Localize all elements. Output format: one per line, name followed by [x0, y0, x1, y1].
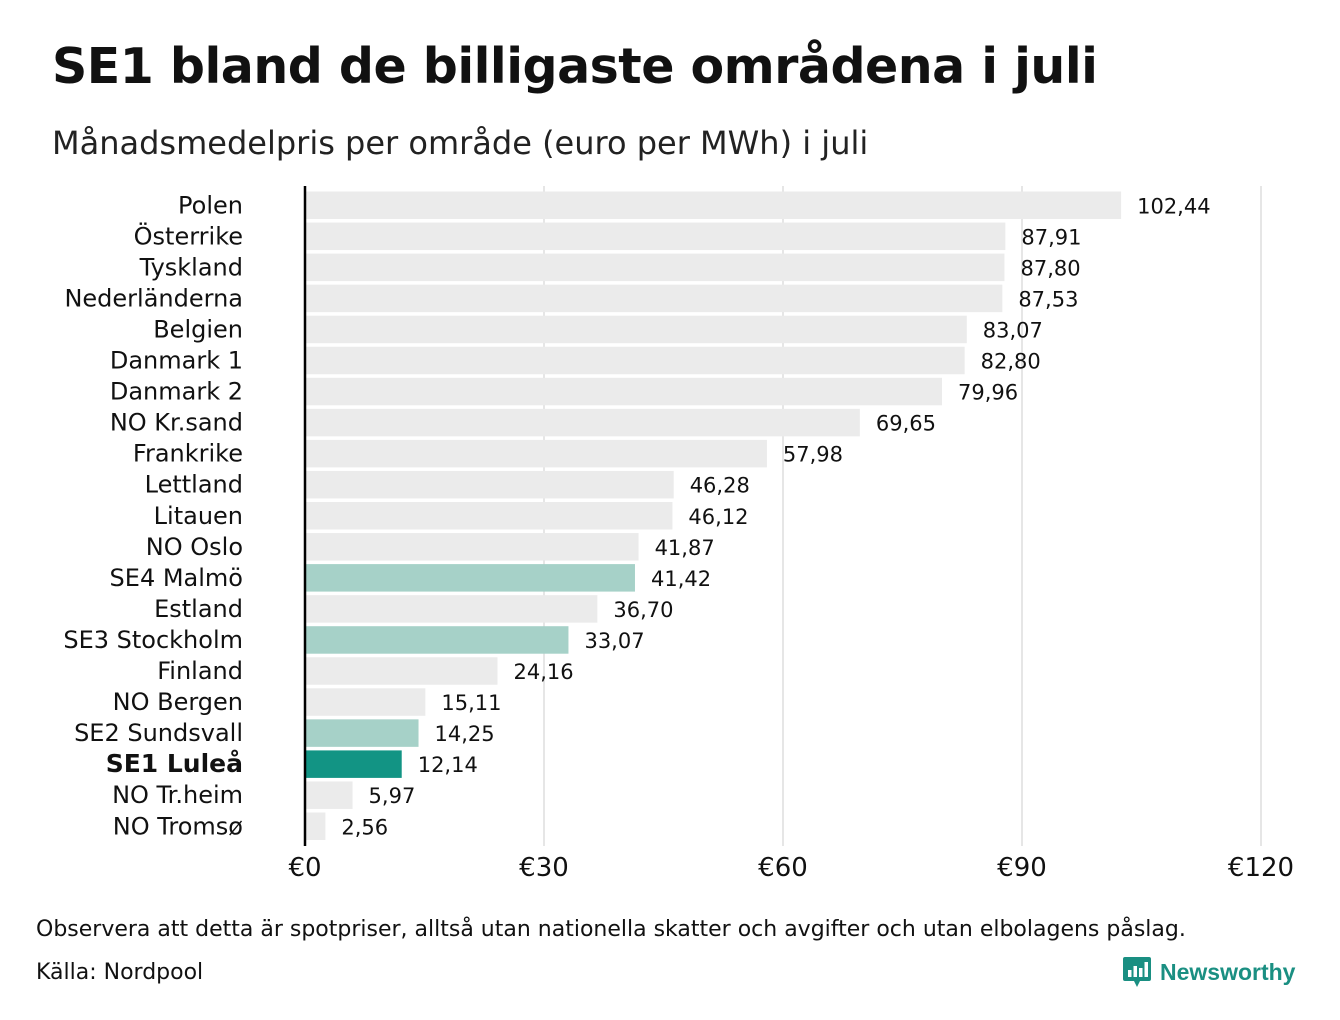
category-label: SE1 Luleå	[106, 749, 243, 778]
category-label: Litauen	[154, 502, 243, 530]
footnote: Observera att detta är spotpriser, allts…	[36, 917, 1186, 942]
value-label: 12,14	[418, 753, 478, 777]
bar-chart: 102,44 87,91 87,80 87,53 83,07 82,80 79,96 69,6…	[63, 186, 1294, 883]
value-label: 87,53	[1018, 287, 1078, 311]
value-label: 41,42	[651, 567, 711, 591]
x-tick-label: €90	[997, 853, 1047, 883]
bar	[306, 377, 943, 406]
value-label: 2,56	[341, 815, 388, 839]
value-label: 5,97	[369, 784, 416, 808]
brand-logo: Newsworthy	[1122, 955, 1295, 989]
category-label: Danmark 2	[110, 378, 243, 406]
value-label: 57,98	[783, 443, 843, 467]
value-label: 46,12	[688, 505, 748, 529]
bar	[306, 408, 860, 437]
bar	[306, 657, 498, 685]
category-label: NO Kr.sand	[110, 409, 243, 437]
category-label: Österrike	[134, 221, 243, 250]
source-credit: Källa: Nordpool	[36, 960, 204, 985]
category-label: Danmark 1	[110, 347, 243, 375]
bar	[306, 626, 569, 654]
x-tick-label: €30	[519, 853, 569, 883]
x-tick-label: €120	[1228, 853, 1294, 883]
x-axis-ticks: €0 €30 €60 €90 €120	[288, 853, 1294, 883]
category-label: NO Tr.heim	[112, 781, 243, 809]
value-label: 15,11	[441, 691, 501, 715]
chart-subtitle: Månadsmedelpris per område (euro per MWh…	[52, 124, 869, 162]
bar	[306, 502, 673, 530]
category-label: Belgien	[153, 315, 243, 343]
bar	[306, 346, 965, 375]
bar	[306, 688, 426, 716]
bar	[306, 564, 635, 592]
bar	[306, 315, 967, 344]
bar	[306, 253, 1005, 282]
category-label: SE2 Sundsvall	[74, 719, 243, 747]
value-label: 87,91	[1021, 225, 1081, 249]
category-label: SE3 Stockholm	[63, 626, 243, 654]
bar	[306, 439, 767, 468]
chart-title: SE1 bland de billigaste områdena i juli	[52, 38, 1098, 95]
bar	[306, 191, 1122, 219]
bar	[306, 284, 1003, 313]
bars	[306, 191, 1122, 840]
bar	[306, 781, 353, 809]
category-label: Finland	[157, 657, 243, 685]
value-label: 36,70	[613, 598, 673, 622]
category-label: Tyskland	[139, 253, 243, 281]
bar	[306, 595, 598, 623]
value-label: 83,07	[983, 318, 1043, 342]
category-label: NO Bergen	[113, 688, 243, 716]
value-label: 46,28	[690, 474, 750, 498]
value-label: 79,96	[958, 381, 1018, 405]
value-label: 82,80	[981, 350, 1041, 374]
value-label: 102,44	[1137, 194, 1210, 218]
bar	[306, 750, 402, 778]
brand-name: Newsworthy	[1160, 958, 1296, 985]
category-label: Lettland	[145, 471, 243, 499]
category-label: SE4 Malmö	[110, 564, 243, 592]
bar	[306, 222, 1006, 251]
value-label: 69,65	[876, 412, 936, 436]
x-tick-label: €60	[758, 853, 808, 883]
bar	[306, 719, 419, 747]
value-label: 41,87	[655, 536, 715, 560]
value-label: 87,80	[1020, 256, 1080, 280]
category-label: NO Tromsø	[113, 812, 243, 840]
category-label: Nederländerna	[64, 284, 243, 312]
category-label: Estland	[154, 595, 243, 623]
newsworthy-logo-icon	[1123, 957, 1151, 987]
category-label: Polen	[178, 191, 243, 219]
category-label: NO Oslo	[146, 533, 243, 561]
value-labels: 102,44 87,91 87,80 87,53 83,07 82,80 79,96 69,6…	[341, 194, 1210, 839]
bar	[306, 533, 639, 561]
value-label: 33,07	[584, 629, 644, 653]
bar	[306, 812, 326, 840]
bar	[306, 470, 674, 499]
category-label: Frankrike	[133, 440, 243, 468]
x-tick-label: €0	[288, 853, 321, 883]
value-label: 14,25	[435, 722, 495, 746]
value-label: 24,16	[513, 660, 573, 684]
